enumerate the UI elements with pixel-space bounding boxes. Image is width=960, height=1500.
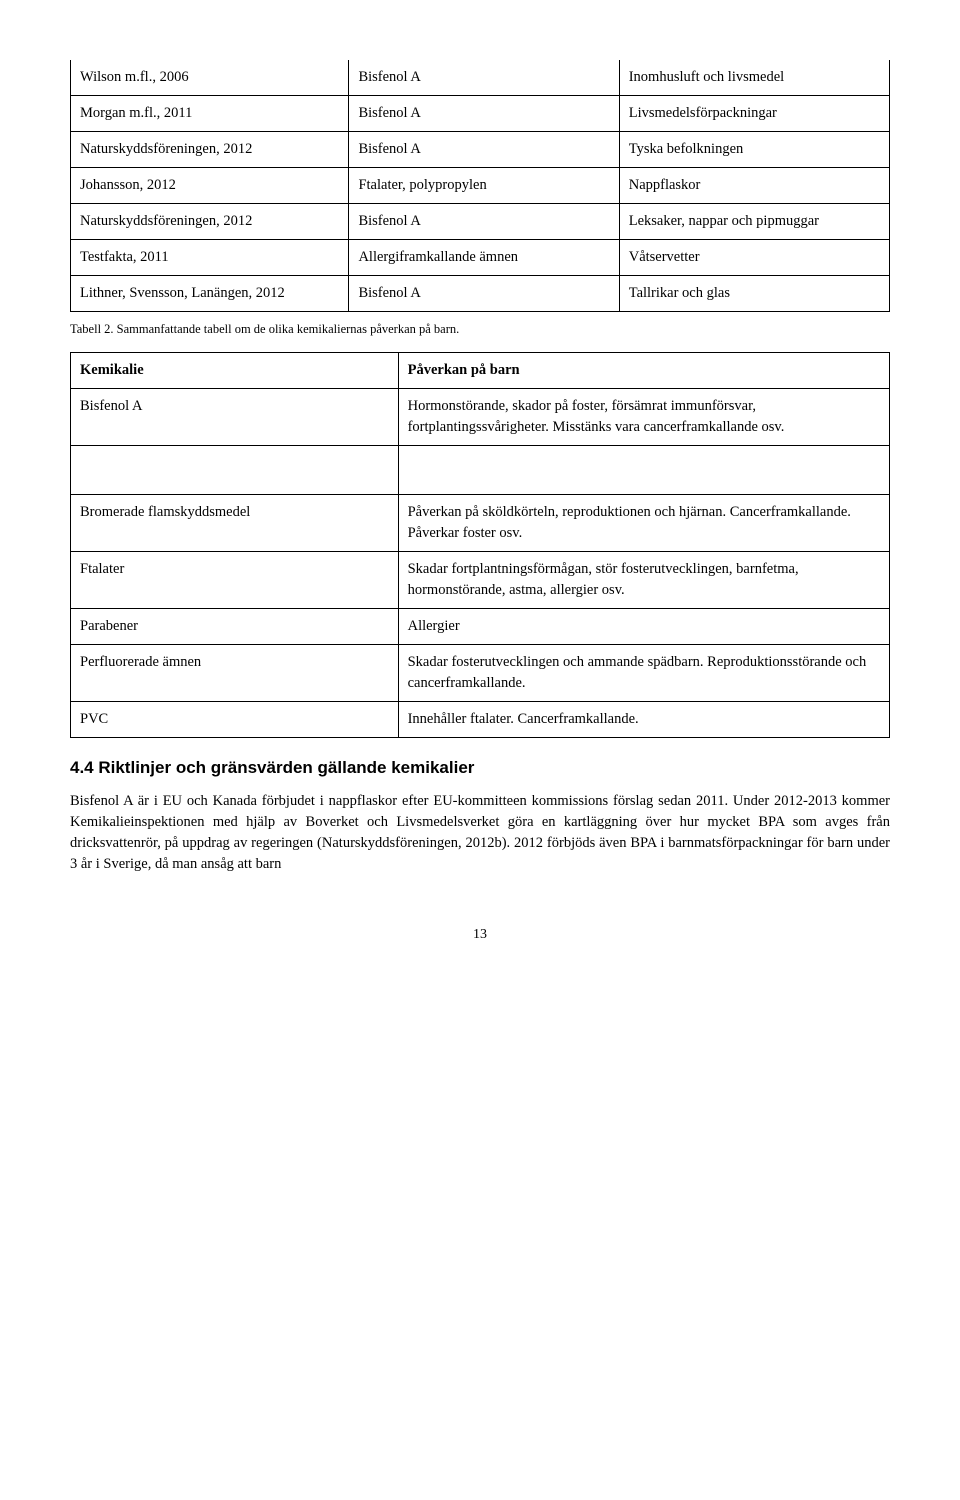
cell: Leksaker, nappar och pipmuggar	[619, 204, 889, 240]
table-row: Wilson m.fl., 2006 Bisfenol A Inomhusluf…	[71, 60, 890, 96]
body-paragraph: Bisfenol A är i EU och Kanada förbjudet …	[70, 791, 890, 875]
table-row: Bisfenol A Hormonstörande, skador på fos…	[71, 389, 890, 446]
cell	[71, 446, 399, 495]
cell: Bisfenol A	[349, 96, 619, 132]
cell: Perfluorerade ämnen	[71, 645, 399, 702]
table-row: PVC Innehåller ftalater. Cancerframkalla…	[71, 702, 890, 738]
cell: Testfakta, 2011	[71, 240, 349, 276]
cell: Johansson, 2012	[71, 168, 349, 204]
table-row: Testfakta, 2011 Allergiframkallande ämne…	[71, 240, 890, 276]
cell: Tyska befolkningen	[619, 132, 889, 168]
cell: Tallrikar och glas	[619, 276, 889, 312]
cell	[398, 446, 889, 495]
cell: Innehåller ftalater. Cancerframkallande.	[398, 702, 889, 738]
cell: Skadar fosterutvecklingen och ammande sp…	[398, 645, 889, 702]
studies-table: Wilson m.fl., 2006 Bisfenol A Inomhusluf…	[70, 60, 890, 312]
cell: Bisfenol A	[349, 204, 619, 240]
cell: Bromerade flamskyddsmedel	[71, 495, 399, 552]
cell: Hormonstörande, skador på foster, försäm…	[398, 389, 889, 446]
header-cell: Påverkan på barn	[398, 353, 889, 389]
effects-table: Kemikalie Påverkan på barn Bisfenol A Ho…	[70, 352, 890, 738]
cell: Bisfenol A	[349, 60, 619, 96]
cell: Wilson m.fl., 2006	[71, 60, 349, 96]
cell: Allergier	[398, 609, 889, 645]
cell: Ftalater, polypropylen	[349, 168, 619, 204]
table-row: Parabener Allergier	[71, 609, 890, 645]
table-row: Perfluorerade ämnen Skadar fosterutveckl…	[71, 645, 890, 702]
table-row: Lithner, Svensson, Lanängen, 2012 Bisfen…	[71, 276, 890, 312]
table-header-row: Kemikalie Påverkan på barn	[71, 353, 890, 389]
cell: Bisfenol A	[349, 132, 619, 168]
section-heading: 4.4 Riktlinjer och gränsvärden gällande …	[70, 756, 890, 781]
cell: Ftalater	[71, 552, 399, 609]
cell: Livsmedelsförpackningar	[619, 96, 889, 132]
cell: Nappflaskor	[619, 168, 889, 204]
header-cell: Kemikalie	[71, 353, 399, 389]
cell: Lithner, Svensson, Lanängen, 2012	[71, 276, 349, 312]
cell: Skadar fortplantningsförmågan, stör fost…	[398, 552, 889, 609]
cell: Allergiframkallande ämnen	[349, 240, 619, 276]
table-caption: Tabell 2. Sammanfattande tabell om de ol…	[70, 320, 890, 338]
cell: Bisfenol A	[71, 389, 399, 446]
cell: Inomhusluft och livsmedel	[619, 60, 889, 96]
table-row: Johansson, 2012 Ftalater, polypropylen N…	[71, 168, 890, 204]
cell: Bisfenol A	[349, 276, 619, 312]
cell: Naturskyddsföreningen, 2012	[71, 204, 349, 240]
cell: Påverkan på sköldkörteln, reproduktionen…	[398, 495, 889, 552]
table-row: Naturskyddsföreningen, 2012 Bisfenol A L…	[71, 204, 890, 240]
table-row: Ftalater Skadar fortplantningsförmågan, …	[71, 552, 890, 609]
cell: Parabener	[71, 609, 399, 645]
table-row: Morgan m.fl., 2011 Bisfenol A Livsmedels…	[71, 96, 890, 132]
cell: PVC	[71, 702, 399, 738]
cell: Naturskyddsföreningen, 2012	[71, 132, 349, 168]
cell: Morgan m.fl., 2011	[71, 96, 349, 132]
gap-row	[71, 446, 890, 495]
table-row: Naturskyddsföreningen, 2012 Bisfenol A T…	[71, 132, 890, 168]
table-row: Bromerade flamskyddsmedel Påverkan på sk…	[71, 495, 890, 552]
cell: Våtservetter	[619, 240, 889, 276]
page-number: 13	[70, 925, 890, 945]
